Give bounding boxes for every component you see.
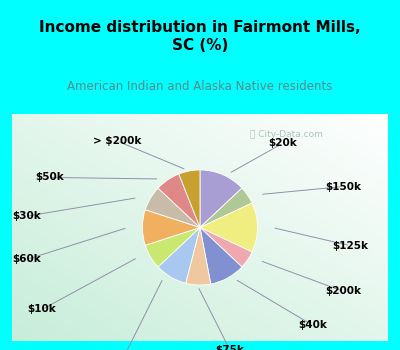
Text: $200k: $200k (325, 286, 361, 296)
Wedge shape (200, 170, 242, 228)
Text: $50k: $50k (35, 173, 64, 182)
Wedge shape (145, 228, 200, 267)
Text: $20k: $20k (268, 138, 297, 148)
Wedge shape (179, 170, 200, 228)
Text: $40k: $40k (298, 320, 327, 330)
Wedge shape (200, 228, 242, 284)
Text: $125k: $125k (332, 241, 368, 251)
Wedge shape (200, 188, 252, 228)
Wedge shape (158, 228, 200, 283)
Text: $150k: $150k (325, 182, 361, 191)
Text: > $200k: > $200k (93, 136, 142, 146)
Text: Income distribution in Fairmont Mills,
SC (%): Income distribution in Fairmont Mills, S… (39, 20, 361, 54)
Wedge shape (200, 203, 258, 252)
Text: American Indian and Alaska Native residents: American Indian and Alaska Native reside… (67, 79, 333, 93)
Text: $30k: $30k (13, 211, 42, 221)
Wedge shape (145, 188, 200, 228)
Wedge shape (200, 228, 252, 267)
Text: $75k: $75k (216, 345, 244, 350)
Wedge shape (186, 228, 211, 285)
Text: $60k: $60k (13, 254, 42, 264)
Wedge shape (142, 210, 200, 245)
Text: $10k: $10k (28, 304, 56, 314)
Wedge shape (158, 174, 200, 228)
Text: ⓘ City-Data.com: ⓘ City-Data.com (250, 130, 323, 139)
